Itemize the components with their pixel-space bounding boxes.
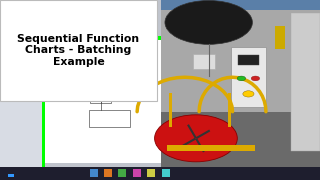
Bar [147, 169, 155, 177]
Bar [8, 174, 14, 177]
Bar [169, 93, 172, 127]
Circle shape [237, 76, 246, 81]
Bar [162, 169, 170, 177]
Bar [161, 10, 320, 112]
Circle shape [243, 91, 254, 97]
Text: Sequential Function
Charts - Batching
Example: Sequential Function Charts - Batching Ex… [17, 34, 140, 67]
Bar [0, 0, 161, 166]
Bar [161, 112, 320, 166]
Bar [91, 66, 111, 79]
Circle shape [251, 76, 260, 81]
Bar [42, 40, 45, 166]
Bar [167, 145, 255, 151]
Bar [89, 110, 130, 127]
Bar [228, 93, 231, 127]
Ellipse shape [155, 115, 237, 162]
Bar [244, 54, 266, 69]
Bar [231, 48, 266, 107]
Bar [104, 169, 112, 177]
Bar [45, 36, 161, 163]
Bar [0, 36, 42, 167]
Ellipse shape [165, 1, 252, 44]
Bar [118, 169, 126, 177]
Bar [161, 10, 320, 166]
Bar [0, 166, 320, 180]
Bar [91, 91, 111, 103]
Bar [0, 0, 157, 101]
Bar [0, 0, 161, 36]
Bar [42, 36, 161, 40]
Bar [90, 169, 98, 177]
Bar [238, 55, 259, 65]
Bar [276, 26, 285, 49]
Bar [292, 13, 320, 151]
Bar [161, 0, 320, 10]
Bar [133, 169, 141, 177]
Bar [193, 54, 215, 69]
